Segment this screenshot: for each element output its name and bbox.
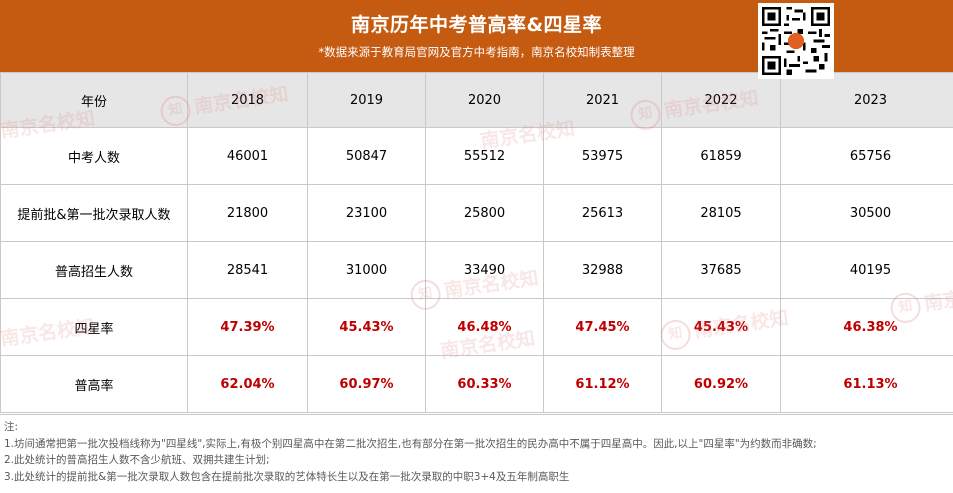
table-cell: 31000	[307, 241, 426, 299]
table-cell: 46.48%	[425, 298, 544, 356]
table-row: 四星率 47.39% 45.43% 46.48% 47.45% 45.43% 46.38%	[0, 298, 953, 356]
note-2: 2.此处统计的普高招生人数不含少航班、双拥共建生计划;	[4, 454, 270, 466]
table-cell: 25800	[425, 184, 544, 242]
year-header-cell: 2022	[661, 72, 781, 128]
table-cell: 61.13%	[780, 355, 953, 413]
page-subtitle: *数据来源于教育局官网及官方中考指南，南京名校知制表整理	[318, 45, 635, 59]
table-cell: 61859	[661, 127, 781, 185]
header-row: 年份 2018 2019 2020 2021 2022 2023	[0, 72, 953, 128]
row-label: 四星率	[0, 298, 188, 356]
page-title: 南京历年中考普高率&四星率	[350, 14, 603, 36]
footnotes: 注: 1.坊间通常把第一批次投档线称为"四星线",实际上,有极个别四星高中在第二…	[0, 414, 953, 493]
table-cell: 65756	[780, 127, 953, 185]
table-cell: 61.12%	[543, 355, 662, 413]
table-cell: 45.43%	[307, 298, 426, 356]
year-header-cell: 2023	[780, 72, 953, 128]
table-cell: 40195	[780, 241, 953, 299]
table-cell: 45.43%	[661, 298, 781, 356]
table-cell: 30500	[780, 184, 953, 242]
table-cell: 21800	[187, 184, 308, 242]
table-row: 普高率 62.04% 60.97% 60.33% 61.12% 60.92% 61.13%	[0, 355, 953, 413]
table-cell: 37685	[661, 241, 781, 299]
year-header-cell: 2020	[425, 72, 544, 128]
note-heading: 注:	[4, 421, 19, 433]
row-label: 普高率	[0, 355, 188, 413]
table-cell: 60.92%	[661, 355, 781, 413]
qr-code-icon	[758, 3, 834, 79]
table-cell: 25613	[543, 184, 662, 242]
table-cell: 60.33%	[425, 355, 544, 413]
table-cell: 28541	[187, 241, 308, 299]
table-row: 中考人数 46001 50847 55512 53975 61859 65756	[0, 127, 953, 185]
table-cell: 62.04%	[187, 355, 308, 413]
year-header-cell: 2019	[307, 72, 426, 128]
table-cell: 46001	[187, 127, 308, 185]
note-3: 3.此处统计的提前批&第一批次录取人数包含在提前批次录取的艺体特长生以及在第一批…	[4, 470, 570, 483]
table-cell: 33490	[425, 241, 544, 299]
note-1: 1.坊间通常把第一批次投档线称为"四星线",实际上,有极个别四星高中在第二批次招…	[4, 437, 817, 450]
year-column-header: 年份	[0, 72, 188, 128]
table-cell: 53975	[543, 127, 662, 185]
row-label: 普高招生人数	[0, 241, 188, 299]
table-cell: 55512	[425, 127, 544, 185]
table-cell: 32988	[543, 241, 662, 299]
table-row: 普高招生人数 28541 31000 33490 32988 37685 40195	[0, 241, 953, 299]
table-cell: 60.97%	[307, 355, 426, 413]
table-cell: 46.38%	[780, 298, 953, 356]
row-label: 中考人数	[0, 127, 188, 185]
data-table: 年份 2018 2019 2020 2021 2022 2023 中考人数 46001 50847…	[0, 72, 953, 413]
year-header-cell: 2021	[543, 72, 662, 128]
table-cell: 23100	[307, 184, 426, 242]
table-cell: 28105	[661, 184, 781, 242]
row-label: 提前批&第一批次录取人数	[0, 184, 188, 242]
table-cell: 47.45%	[543, 298, 662, 356]
table-cell: 50847	[307, 127, 426, 185]
year-header-cell: 2018	[187, 72, 308, 128]
table-cell: 47.39%	[187, 298, 308, 356]
table-row: 提前批&第一批次录取人数 21800 23100 25800 25613 28105 305…	[0, 184, 953, 242]
